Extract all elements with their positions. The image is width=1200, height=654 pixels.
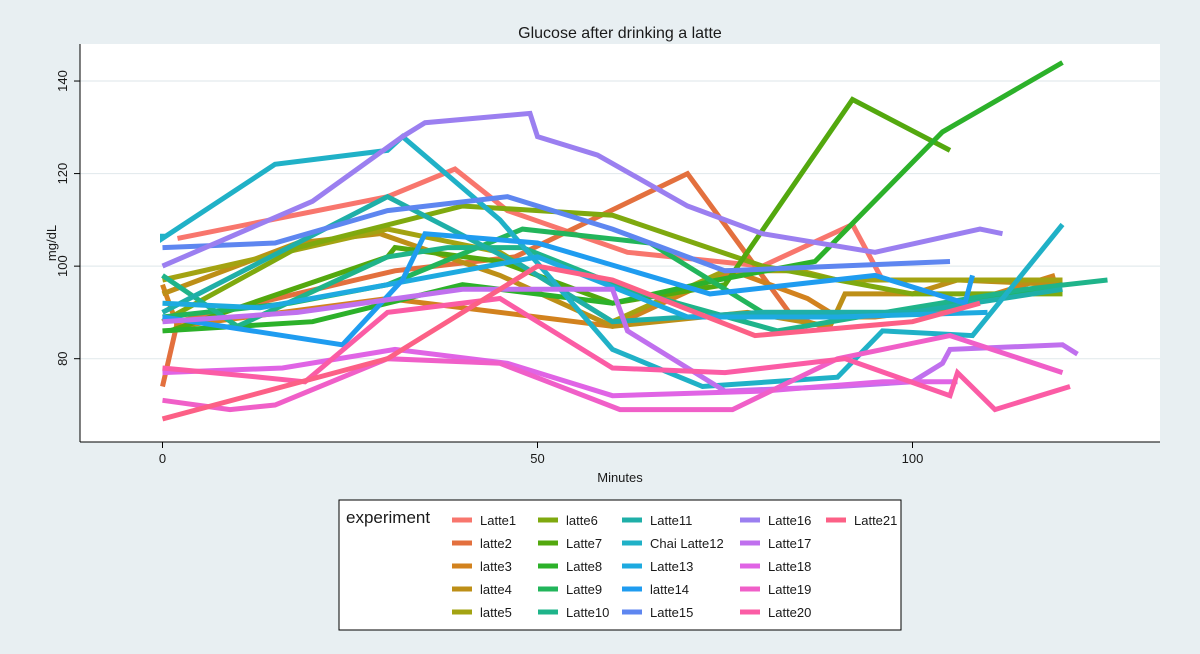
x-tick-label-100: 100 bbox=[902, 451, 924, 466]
legend-title: experiment bbox=[346, 508, 430, 527]
legend-label-20: Latte20 bbox=[768, 605, 811, 620]
legend-items: Latte1 latte2 latte3 latte4 latte5 latte6 Latt… bbox=[452, 513, 897, 620]
legend-label-9: Latte9 bbox=[566, 582, 602, 597]
legend-label-11: Latte11 bbox=[650, 513, 692, 528]
series-line-14 bbox=[162, 231, 975, 348]
y-axis-ticks: 80 100 120 140 bbox=[55, 70, 80, 366]
x-axis-ticks: 0 50 100 bbox=[159, 442, 923, 466]
legend-label-15: Latte15 bbox=[650, 605, 693, 620]
series-line-16 bbox=[161, 110, 1004, 269]
legend-label-21: Latte21 bbox=[854, 513, 897, 528]
legend-box bbox=[338, 499, 902, 631]
legend-label-19: Latte19 bbox=[768, 582, 811, 597]
series-lines bbox=[160, 60, 1108, 422]
legend-label-13: Latte13 bbox=[650, 559, 693, 574]
legend-label-1: Latte1 bbox=[480, 513, 516, 528]
legend: experiment Latte1 latte2 latte3 latte4 latte… bbox=[338, 499, 902, 631]
legend-label-17: Latte17 bbox=[768, 536, 811, 551]
legend-label-10: Latte10 bbox=[566, 605, 609, 620]
series-line-19 bbox=[162, 333, 1064, 413]
legend-label-12: Chai Latte12 bbox=[650, 536, 724, 551]
legend-label-14: latte14 bbox=[650, 582, 689, 597]
y-tick-label-100: 100 bbox=[55, 255, 70, 277]
series-line-12 bbox=[160, 133, 1065, 390]
series-line-8 bbox=[162, 60, 1064, 334]
series-line-18 bbox=[162, 346, 958, 399]
grid-lines bbox=[80, 80, 1160, 360]
legend-label-8: Latte8 bbox=[566, 559, 602, 574]
legend-label-5: latte5 bbox=[480, 605, 512, 620]
series-line-21 bbox=[161, 263, 981, 422]
legend-label-6: latte6 bbox=[566, 513, 598, 528]
x-axis-label: Minutes bbox=[597, 470, 643, 485]
y-tick-label-120: 120 bbox=[55, 163, 70, 185]
legend-label-7: Latte7 bbox=[566, 536, 602, 551]
y-axis-label: mg/dL bbox=[44, 225, 59, 261]
legend-label-2: latte2 bbox=[480, 536, 512, 551]
series-line-13 bbox=[162, 254, 988, 320]
legend-label-4: latte4 bbox=[480, 582, 512, 597]
x-tick-label-50: 50 bbox=[530, 451, 544, 466]
legend-label-3: latte3 bbox=[480, 559, 512, 574]
y-tick-label-80: 80 bbox=[55, 351, 70, 365]
series-line-6 bbox=[161, 203, 1063, 324]
legend-label-18: Latte18 bbox=[768, 559, 811, 574]
chart-title: Glucose after drinking a latte bbox=[518, 25, 722, 42]
legend-label-16: Latte16 bbox=[768, 513, 811, 528]
y-tick-label-140: 140 bbox=[55, 70, 70, 92]
series-line-15 bbox=[162, 194, 951, 274]
x-tick-label-0: 0 bbox=[159, 451, 166, 466]
